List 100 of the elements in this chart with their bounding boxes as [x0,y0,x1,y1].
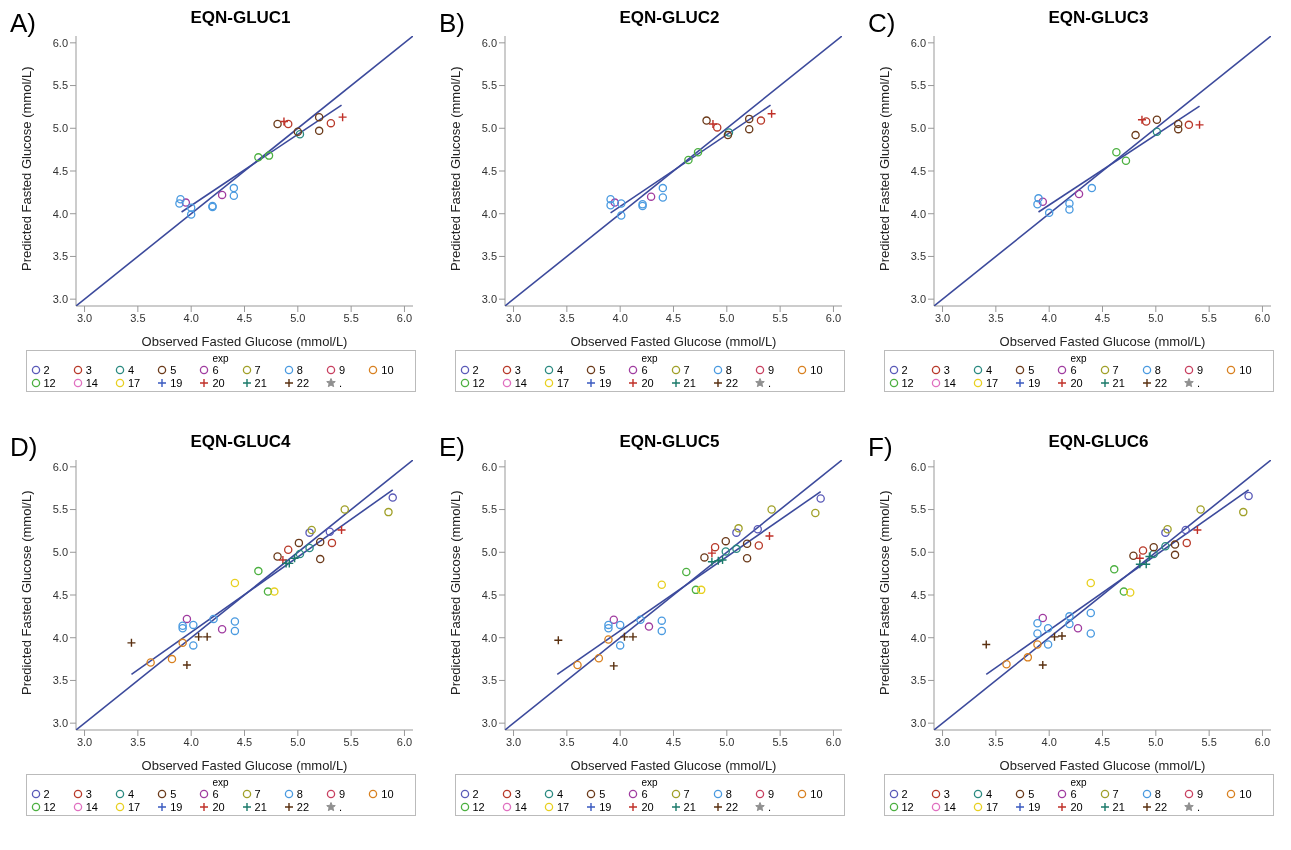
y-tick-label: 5.5 [910,79,926,92]
legend-label: 4 [985,788,993,800]
point [816,494,825,503]
legend-label: 6 [1070,788,1077,800]
point [1121,156,1131,165]
x-axis-title: Observed Fasted Glucose (mmol/L) [570,758,777,773]
legend-label: 17 [985,801,999,813]
legend-label: 14 [514,377,527,389]
x-tick-label: 3.0 [505,735,522,748]
point [186,210,196,219]
legend-label: . [768,801,772,813]
point [657,580,667,589]
point [295,549,305,559]
legend-label: 4 [556,788,564,800]
point [254,153,263,162]
legend-label: 8 [725,364,732,376]
point [1065,612,1074,621]
point [189,620,198,630]
y-tick-label: 3.5 [52,674,68,687]
point [1033,640,1042,649]
point [734,524,743,533]
point [1196,505,1205,514]
x-tick-label: 3.0 [934,735,951,748]
legend-label: 2 [472,788,479,800]
y-tick-label: 3.0 [481,717,497,730]
legend-label: 4 [985,364,993,376]
x-tick-label: 4.0 [1041,311,1057,324]
point [273,119,282,129]
point [811,508,820,518]
point [193,632,204,642]
point [764,531,775,541]
point [1131,130,1140,140]
x-tick-label: 6.0 [396,311,413,324]
y-tick-label: 4.5 [481,164,497,177]
point [744,114,754,124]
legend-label: 19 [1028,801,1041,813]
text: F) [868,432,893,463]
y-tick-label: 5.5 [481,79,497,92]
x-tick-label: 5.0 [290,735,306,748]
legend-label: 3 [514,364,521,376]
point [1192,525,1203,535]
point [636,615,645,625]
x-tick-label: 6.0 [825,311,842,324]
legend-label: 12 [472,801,485,813]
point [1065,205,1074,214]
point [1109,565,1119,574]
point [753,524,762,534]
point [1138,546,1148,555]
text: B) [439,8,465,39]
point [189,641,198,650]
point [1152,115,1162,124]
legend-label: 14 [85,377,98,389]
point [756,116,766,125]
point [1244,491,1253,501]
point [708,119,718,129]
point [657,616,667,625]
point [1194,120,1205,130]
legend-label: 2 [901,788,908,800]
x-tick-label: 4.0 [612,311,628,324]
x-tick-label: 4.5 [1094,311,1111,324]
y-tick-label: 6.0 [481,460,497,473]
point [644,622,654,631]
x-tick-label: 4.0 [1041,735,1057,748]
x-tick-label: 3.5 [988,735,1004,748]
legend-label: 19 [170,801,183,813]
point [619,632,630,642]
point [1038,660,1048,670]
point [1086,578,1096,588]
legend-label: 7 [1112,788,1119,800]
legend-label: 4 [556,364,564,376]
point [230,617,240,626]
legend-label: 6 [1070,364,1077,376]
point [721,547,731,556]
point [767,505,776,514]
chart-title: EQN-GLUC2 [619,8,720,27]
point [1149,542,1158,552]
y-tick-label: 3.0 [481,293,497,306]
point [732,528,741,537]
point [273,552,282,561]
point [278,555,288,565]
y-tick-label: 5.0 [52,122,68,135]
point [315,554,325,564]
legend-label: 5 [170,364,177,376]
legend-label: 2 [43,364,50,376]
point [1182,538,1191,548]
point [283,545,293,554]
y-tick-label: 5.0 [52,546,68,559]
legend-label: 9 [1197,364,1204,376]
point [1149,549,1158,559]
x-tick-label: 6.0 [396,735,413,748]
x-tick-label: 5.0 [1148,311,1164,324]
x-tick-label: 3.0 [934,311,951,324]
y-tick-label: 4.0 [910,631,926,644]
y-tick-label: 3.0 [52,717,68,730]
x-tick-label: 3.5 [559,311,575,324]
legend-label: 22 [296,801,310,813]
point [217,624,227,634]
point [1002,659,1011,669]
x-tick-label: 4.0 [183,735,199,748]
point [721,536,731,546]
